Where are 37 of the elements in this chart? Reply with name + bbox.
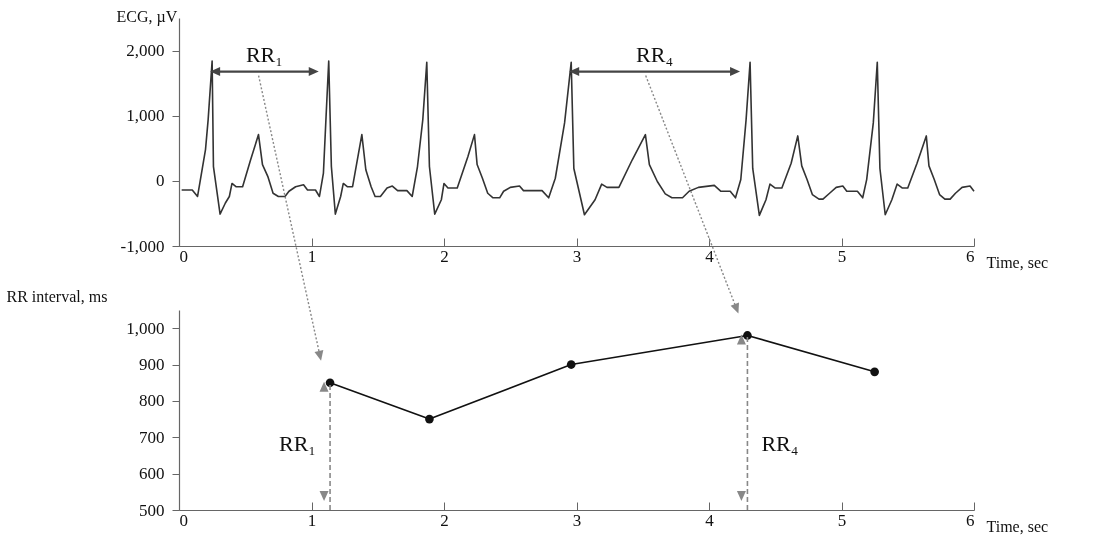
x-tick-label: 0	[179, 246, 188, 266]
y-tick-label: 1,000	[126, 318, 165, 338]
annotation: RR₄	[636, 41, 674, 67]
y-tick-label: 0	[156, 171, 165, 191]
point	[325, 378, 335, 388]
y-tick-label: 500	[139, 500, 165, 520]
y-tick-label: 600	[139, 464, 165, 484]
x-axis-title: Time, sec	[986, 253, 1049, 271]
y-axis-title: ECG, µV	[116, 7, 178, 26]
x-tick-label: 4	[705, 246, 715, 266]
y-tick-label: 700	[139, 427, 165, 447]
x-tick-label: 0	[179, 510, 188, 530]
x-tick-label: 2	[440, 246, 449, 266]
x-tick-label: 4	[705, 510, 715, 530]
annotation: RR₁	[245, 41, 283, 67]
x-tick-label: 3	[572, 246, 582, 266]
x-tick-label: 5	[837, 246, 847, 266]
y-axis-title: RR interval, ms	[6, 287, 108, 305]
x-tick-label: 6	[966, 246, 975, 266]
x-axis-title: Time, sec	[986, 517, 1049, 535]
x-tick-label: 5	[837, 510, 847, 530]
x-tick-label: 3	[572, 510, 582, 530]
x-tick-label: 2	[440, 510, 449, 530]
ref-line-label: RR₄	[761, 431, 799, 456]
point	[425, 414, 434, 424]
y-tick-label: -1,000	[120, 236, 165, 256]
x-tick-label: 1	[307, 510, 317, 530]
x-tick-label: 1	[307, 246, 317, 266]
y-tick-label: 900	[139, 355, 165, 375]
y-tick-label: 1,000	[126, 106, 165, 126]
point	[743, 331, 752, 340]
point	[566, 360, 576, 369]
ref-line-label: RR₁	[279, 431, 317, 456]
y-tick-label: 2,000	[126, 41, 165, 61]
x-tick-label: 6	[966, 510, 975, 530]
point	[870, 367, 879, 377]
y-tick-label: 800	[139, 391, 165, 411]
